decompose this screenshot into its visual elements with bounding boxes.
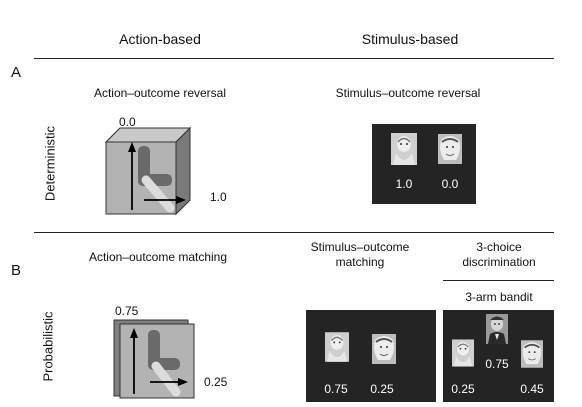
middle-divider (34, 232, 554, 233)
action-outcome-matching-title: Action–outcome matching (68, 250, 248, 265)
three-choice-title-line2: discrimination (440, 255, 558, 270)
three-choice-title-line1: 3-choice (440, 240, 558, 255)
face-photo-icon (452, 338, 474, 368)
stimulus-outcome-matching-title-line2: matching (290, 255, 430, 270)
face-photo-icon (486, 314, 508, 344)
column-header-stimulus: Stimulus-based (340, 31, 480, 47)
action-outcome-reversal-title: Action–outcome reversal (70, 86, 250, 101)
row-label-probabilistic: Probabilistic (41, 302, 56, 392)
stimulus-value-1: 1.0 (390, 177, 418, 191)
bandit-value-2: 0.75 (480, 357, 514, 371)
panel-letter-b: B (11, 262, 21, 279)
bandit-value-1: 0.25 (446, 382, 480, 396)
stimulus-outcome-reversal-title: Stimulus–outcome reversal (318, 86, 498, 101)
row-label-deterministic: Deterministic (43, 119, 58, 209)
face-photo-icon (438, 134, 462, 164)
joystick-box-icon (104, 126, 208, 216)
bandit-value-3: 0.45 (515, 382, 549, 396)
three-arm-bandit-title: 3-arm bandit (440, 290, 558, 305)
matching-value-1: 0.75 (318, 382, 354, 396)
action-value-top-b: 0.75 (115, 304, 138, 318)
face-photo-icon (521, 340, 543, 368)
face-photo-icon (372, 334, 396, 364)
joystick-box-icon (112, 318, 198, 400)
face-photo-icon (325, 332, 349, 362)
stimulus-outcome-matching-title-line1: Stimulus–outcome (290, 240, 430, 255)
top-divider (34, 58, 554, 59)
action-value-right-b: 0.25 (204, 375, 227, 389)
panel-letter-a: A (11, 64, 21, 81)
face-photo-icon (391, 133, 417, 165)
action-value-right: 1.0 (210, 190, 227, 204)
bandit-divider (443, 280, 554, 281)
column-header-action: Action-based (100, 31, 220, 47)
matching-value-2: 0.25 (364, 382, 400, 396)
stimulus-value-2: 0.0 (436, 177, 464, 191)
